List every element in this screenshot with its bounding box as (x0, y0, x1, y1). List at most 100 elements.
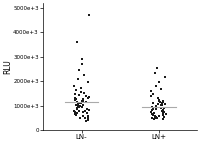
Point (77, 104, 80, 107)
Point (151, 102, 154, 105)
Point (161, 112, 164, 114)
Point (86, 116, 89, 118)
Point (77, 106, 80, 108)
Point (77, 69, 80, 71)
Point (86, 112, 89, 114)
Point (159, 88, 162, 90)
Point (77, 94, 80, 96)
Point (81, 115, 85, 117)
Point (74, 93, 77, 96)
Point (87, 97, 90, 99)
Point (161, 101, 164, 104)
Point (157, 81, 160, 84)
Point (73, 99, 76, 101)
Point (87, 96, 90, 98)
Point (158, 101, 161, 103)
Point (162, 116, 165, 118)
Point (160, 110, 163, 112)
Point (86, 81, 89, 84)
Point (73, 110, 76, 112)
Point (157, 100, 160, 102)
Point (163, 107, 166, 109)
Point (155, 108, 158, 110)
Point (152, 114, 155, 116)
Point (76, 78, 79, 80)
Point (159, 104, 162, 106)
Point (81, 115, 85, 118)
Point (78, 102, 81, 105)
Point (75, 113, 78, 116)
Point (159, 107, 162, 109)
Point (73, 85, 76, 87)
Point (85, 95, 88, 97)
Point (80, 100, 83, 103)
Point (151, 93, 154, 95)
Point (153, 117, 156, 120)
Point (149, 111, 153, 113)
Point (80, 63, 83, 65)
Point (81, 100, 85, 102)
Point (154, 105, 158, 107)
Point (156, 97, 159, 100)
Point (81, 58, 84, 60)
Point (82, 104, 85, 106)
Point (155, 117, 159, 119)
Point (80, 105, 84, 108)
Point (161, 104, 164, 107)
Point (161, 110, 164, 112)
Point (154, 105, 157, 107)
Point (161, 118, 164, 120)
Point (85, 108, 88, 111)
Point (81, 111, 85, 113)
Point (154, 85, 157, 88)
Point (87, 119, 90, 121)
Point (75, 112, 78, 114)
Point (87, 14, 90, 16)
Point (87, 109, 90, 111)
Point (75, 107, 78, 109)
Point (75, 114, 78, 117)
Point (153, 71, 156, 74)
Point (84, 119, 87, 122)
Point (158, 114, 161, 117)
Point (157, 103, 160, 105)
Point (74, 89, 77, 92)
Point (161, 109, 164, 111)
Point (165, 113, 168, 115)
Point (84, 101, 88, 104)
Point (77, 110, 80, 113)
Point (87, 118, 90, 120)
Point (150, 106, 154, 108)
Point (73, 97, 76, 99)
Point (77, 103, 80, 105)
Point (161, 100, 164, 103)
Point (151, 108, 154, 110)
Point (163, 76, 167, 79)
Point (150, 90, 153, 93)
Point (156, 66, 159, 69)
Point (150, 113, 154, 115)
Point (152, 112, 156, 114)
Point (79, 91, 82, 93)
Point (75, 108, 79, 110)
Point (82, 98, 85, 101)
Point (80, 87, 83, 90)
Point (150, 95, 153, 97)
Point (75, 98, 78, 100)
Y-axis label: RLU: RLU (3, 59, 12, 74)
Point (84, 116, 87, 119)
Point (162, 114, 165, 116)
Point (155, 115, 158, 118)
Point (83, 92, 86, 94)
Point (154, 116, 157, 119)
Point (74, 113, 77, 115)
Point (82, 74, 86, 76)
Point (86, 114, 90, 117)
Point (157, 99, 161, 101)
Point (83, 110, 86, 113)
Point (79, 102, 82, 104)
Point (150, 109, 154, 111)
Point (154, 115, 157, 117)
Point (154, 106, 158, 108)
Point (162, 111, 165, 113)
